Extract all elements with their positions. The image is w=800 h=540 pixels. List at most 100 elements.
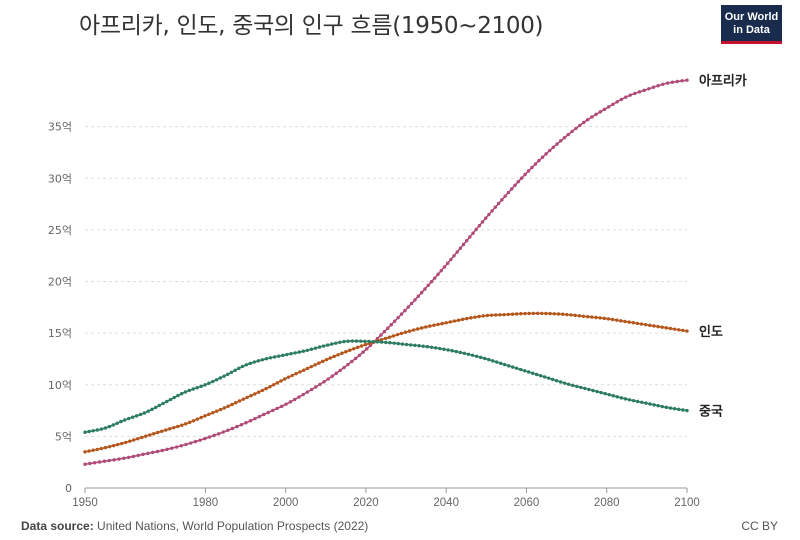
data-point-china (627, 398, 632, 402)
data-point-india (140, 435, 144, 440)
data-point-india (191, 419, 196, 423)
data-point-india (639, 322, 644, 326)
data-point-china (168, 397, 173, 402)
data-point-india (176, 424, 180, 429)
data-point-china (615, 395, 619, 399)
data-point-china (179, 392, 184, 396)
data-point-china (244, 363, 249, 367)
data-point-africa (160, 448, 164, 453)
data-point-india (502, 312, 506, 317)
data-point-india (83, 450, 87, 454)
data-point-china (91, 429, 95, 433)
data-point-china (229, 370, 234, 375)
data-point-china (425, 345, 430, 349)
series-line-india[interactable] (84, 312, 688, 453)
data-point-africa (642, 88, 646, 93)
y-tick-label: 10억 (48, 379, 72, 392)
data-point-india (685, 329, 689, 333)
data-point-china (115, 421, 119, 425)
owid-logo[interactable]: Our World in Data (721, 5, 782, 44)
data-point-africa (651, 85, 656, 89)
series-line-africa[interactable] (84, 79, 688, 466)
data-point-india (540, 311, 544, 316)
data-point-india (610, 317, 615, 322)
data-point-africa (445, 261, 450, 265)
data-point-africa (544, 152, 548, 156)
data-point-china (550, 377, 555, 382)
data-point-india (383, 336, 388, 341)
data-point-china (635, 399, 640, 404)
data-point-africa (165, 447, 169, 452)
data-point-china (199, 384, 203, 389)
data-point-africa (305, 390, 310, 394)
data-point-china (334, 341, 338, 345)
data-point-africa (594, 112, 598, 117)
logo-line-2: in Data (733, 24, 770, 36)
data-point-china (502, 362, 507, 367)
data-point-china (668, 406, 673, 410)
data-point-china (277, 354, 281, 358)
data-point-india (260, 388, 265, 393)
data-point-india (359, 344, 364, 348)
data-point-africa (346, 362, 350, 367)
data-point-india (256, 390, 261, 394)
data-point-china (409, 343, 413, 347)
data-point-india (560, 312, 565, 316)
data-point-india (648, 323, 652, 328)
data-point-india (305, 366, 310, 371)
data-point-africa (221, 430, 225, 434)
data-point-china (256, 359, 261, 363)
data-point-china (187, 388, 191, 393)
data-point-china (103, 426, 108, 430)
data-point-india (510, 312, 515, 316)
data-point-india (681, 328, 685, 333)
data-point-india (606, 317, 611, 321)
x-tick-label: 2100 (674, 497, 700, 509)
data-point-china (321, 344, 326, 348)
data-point-china (583, 386, 587, 391)
data-point-china (587, 387, 591, 392)
data-point-china (83, 430, 87, 434)
data-point-africa (403, 308, 407, 313)
license[interactable]: CC BY (741, 519, 778, 533)
series-label-africa: 아프리카 (699, 73, 747, 89)
data-point-africa (301, 392, 305, 397)
series-points-china (83, 339, 689, 434)
data-point-china (142, 411, 147, 415)
data-point-africa (471, 231, 475, 235)
data-point-africa (647, 87, 651, 91)
data-point-china (433, 346, 438, 350)
data-point-africa (523, 172, 527, 177)
series-line-china[interactable] (84, 340, 688, 434)
data-point-africa (389, 322, 393, 327)
data-point-china (656, 404, 660, 408)
data-point-china (566, 382, 571, 386)
data-point-china (285, 352, 289, 357)
data-point-india (168, 427, 172, 431)
data-point-india (489, 313, 494, 317)
data-point-africa (461, 242, 466, 247)
data-point-china (685, 408, 689, 413)
data-point-africa (409, 301, 414, 306)
data-point-india (328, 356, 333, 360)
data-point-china (522, 369, 527, 373)
data-point-india (249, 393, 253, 398)
data-point-africa (665, 81, 670, 85)
data-point-india (391, 334, 396, 338)
axes: 0 5억 10억 15억 20억 25억 30억 35억 1950 1980 2000 2020 204… (48, 121, 700, 509)
data-point-africa (235, 424, 239, 429)
data-point-africa (530, 165, 534, 170)
data-point-china (222, 374, 226, 378)
data-point-india (294, 371, 298, 376)
data-point-china (207, 381, 211, 385)
data-point-china (317, 345, 322, 349)
data-point-india (136, 437, 140, 441)
data-point-india (635, 321, 640, 326)
data-point-india (340, 351, 344, 355)
data-point-china (495, 360, 499, 364)
data-source-text[interactable]: United Nations, World Population Prospec… (97, 519, 369, 533)
data-point-china (648, 402, 652, 406)
data-point-china (157, 403, 162, 408)
data-point-india (477, 314, 481, 319)
data-point-china (203, 383, 207, 387)
